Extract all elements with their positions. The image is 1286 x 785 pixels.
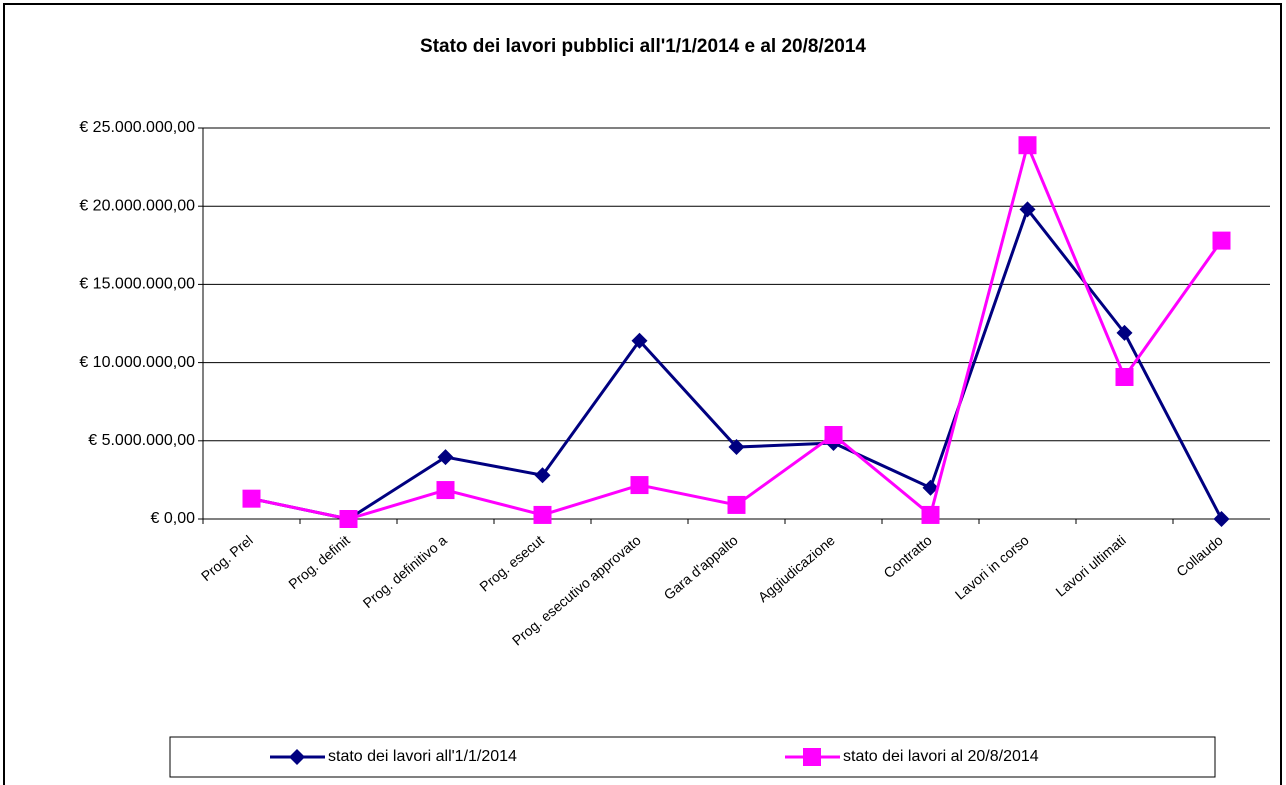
marker — [1212, 231, 1231, 250]
legend-label: stato dei lavori all'1/1/2014 — [328, 748, 517, 765]
marker — [727, 495, 746, 514]
marker — [1115, 367, 1134, 386]
y-tick-label: € 5.000.000,00 — [88, 432, 195, 449]
marker — [534, 467, 551, 484]
y-tick-label: € 15.000.000,00 — [79, 276, 195, 293]
marker — [1018, 136, 1037, 155]
marker — [1019, 201, 1036, 218]
y-tick-label: € 0,00 — [151, 510, 196, 527]
y-tick-label: € 20.000.000,00 — [79, 197, 195, 214]
marker — [1116, 324, 1133, 341]
marker — [630, 476, 649, 495]
marker — [921, 505, 940, 524]
y-tick-label: € 10.000.000,00 — [79, 354, 195, 371]
chart-border — [3, 3, 1282, 785]
legend-box — [169, 736, 1216, 778]
marker — [1213, 511, 1230, 527]
marker — [289, 749, 305, 765]
marker — [922, 479, 939, 496]
marker — [728, 439, 745, 456]
marker — [631, 332, 648, 349]
y-tick-label: € 25.000.000,00 — [79, 119, 195, 136]
marker — [242, 489, 261, 508]
marker — [533, 505, 552, 524]
chart-title: Stato dei lavori pubblici all'1/1/2014 e… — [420, 36, 866, 57]
marker — [803, 748, 821, 766]
marker — [437, 449, 454, 466]
legend-label: stato dei lavori al 20/8/2014 — [843, 748, 1039, 765]
marker — [436, 481, 455, 500]
marker — [824, 426, 843, 445]
marker — [339, 510, 358, 528]
